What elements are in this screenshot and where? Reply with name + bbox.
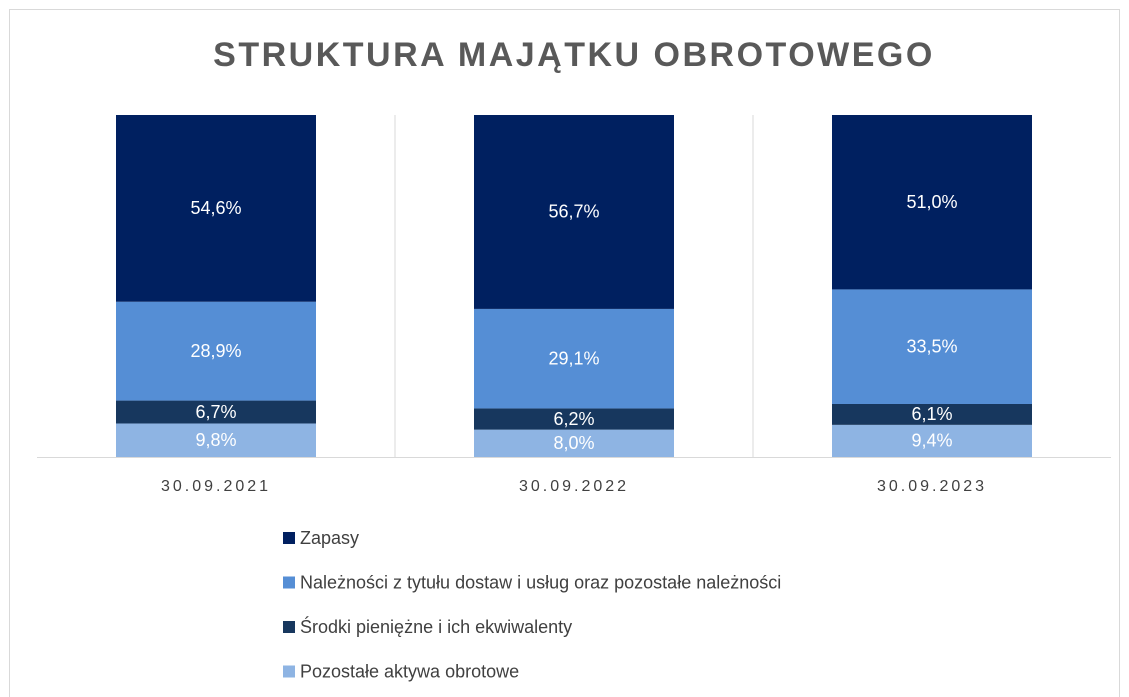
data-label: 8,0%	[553, 433, 594, 453]
legend-label: Należności z tytułu dostaw i usług oraz …	[300, 572, 781, 592]
data-label: 33,5%	[906, 336, 957, 356]
legend-swatch	[283, 576, 295, 589]
bar-segment	[116, 115, 316, 302]
bar-segment	[474, 308, 674, 409]
data-label: 9,4%	[911, 431, 952, 451]
chart-title: STRUKTURA MAJĄTKU OBROTOWEGO	[213, 36, 935, 74]
bar-segment	[832, 115, 1032, 290]
x-tick-label: 30.09.2023	[877, 478, 987, 495]
legend-label: Zapasy	[300, 528, 359, 548]
legend-label: Pozostałe aktywa obrotowe	[300, 661, 519, 681]
legend-swatch	[283, 665, 295, 678]
bar-segment	[832, 289, 1032, 404]
bar-segment	[116, 301, 316, 401]
data-label: 54,6%	[190, 198, 241, 218]
data-label: 6,7%	[195, 402, 236, 422]
legend-swatch	[283, 532, 295, 544]
data-label: 6,1%	[911, 404, 952, 424]
x-tick-label: 30.09.2021	[161, 478, 271, 495]
legend-label: Środki pieniężne i ich ekwiwalenty	[300, 616, 572, 637]
data-label: 29,1%	[548, 348, 599, 368]
bar-segment	[474, 408, 674, 430]
data-label: 6,2%	[553, 409, 594, 429]
bar-segment	[474, 115, 674, 309]
data-label: 9,8%	[195, 430, 236, 450]
bar-segment	[832, 424, 1032, 457]
bar-segment	[116, 400, 316, 424]
legend-swatch	[283, 621, 295, 633]
data-label: 56,7%	[548, 202, 599, 222]
x-tick-label: 30.09.2022	[519, 478, 629, 495]
bar-segment	[116, 423, 316, 457]
data-label: 51,0%	[906, 192, 957, 212]
bar-segment	[832, 403, 1032, 425]
data-label: 28,9%	[190, 341, 241, 361]
bar-segment	[474, 429, 674, 457]
